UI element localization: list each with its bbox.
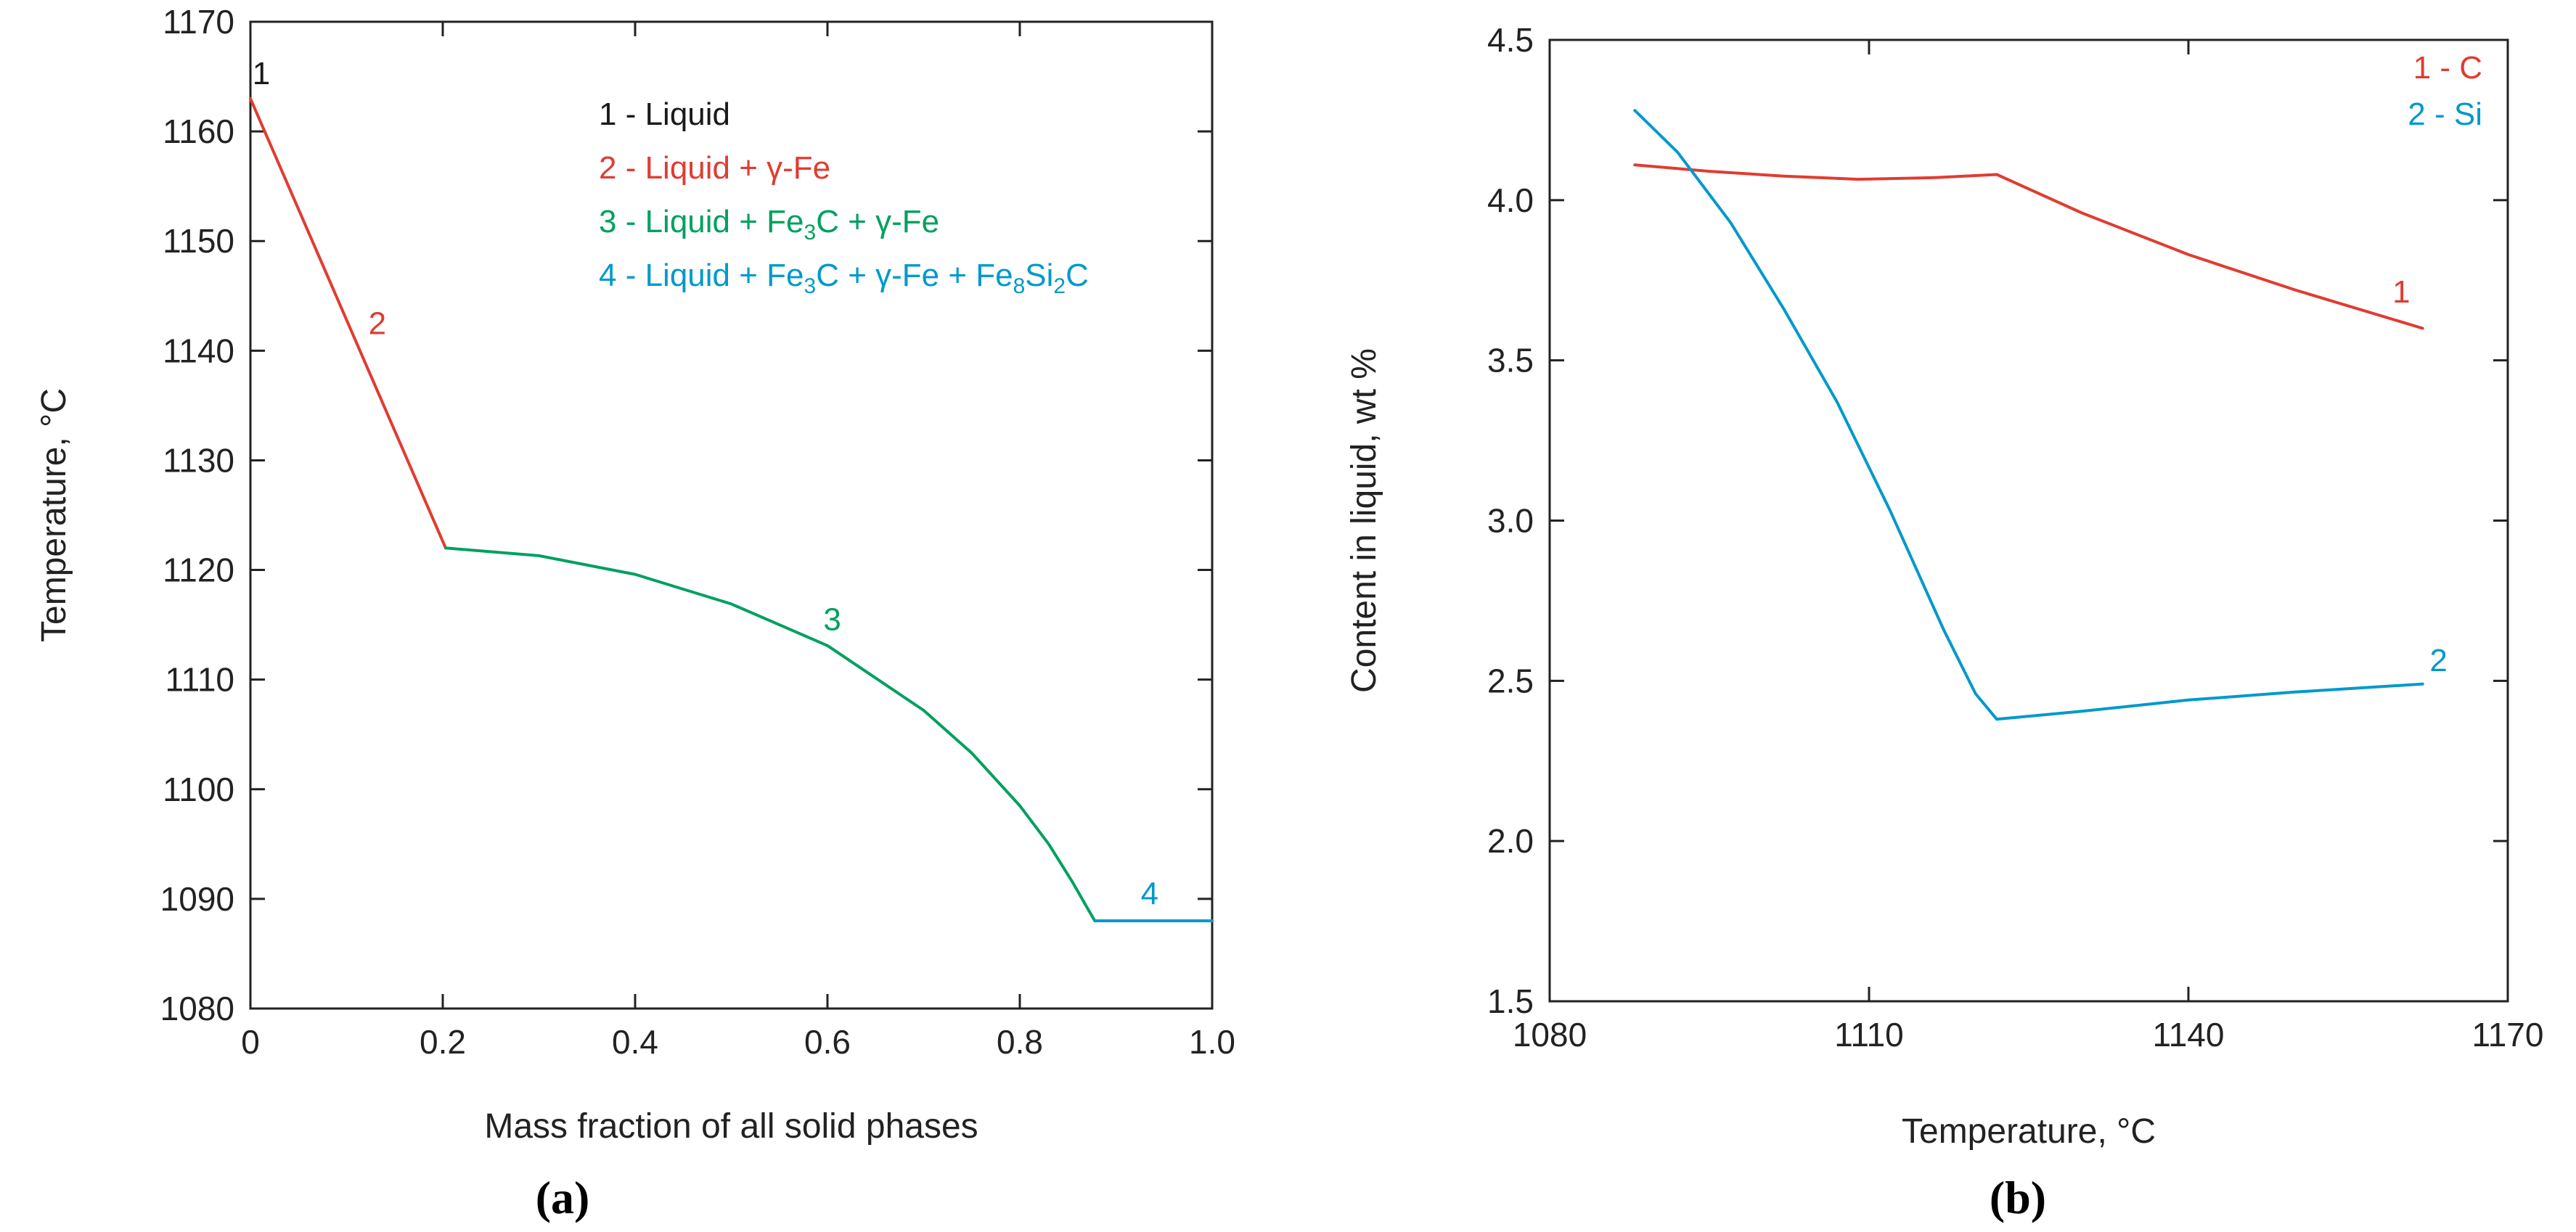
x-axis-title: Temperature, °C <box>1902 1112 2156 1151</box>
legend: 1 - C 2 - Si <box>2408 50 2482 132</box>
legend-text-part: C + γ-Fe <box>816 204 939 239</box>
curve-label-2: 2 <box>2429 643 2447 678</box>
y-tick-label: 1170 <box>163 3 234 41</box>
x-tick-label: 1.0 <box>1189 1023 1235 1061</box>
legend: 1 - Liquid 2 - Liquid + γ-Fe 3 - Liquid + … <box>599 96 1089 298</box>
curve-label-1: 1 <box>2392 274 2410 310</box>
y-tick-label: 3.0 <box>1487 502 1534 540</box>
y-tick-label: 4.0 <box>1487 181 1534 219</box>
legend-entry: 3 - Liquid + Fe3​C + γ-Fe <box>599 204 939 245</box>
x-tick-label: 0.2 <box>420 1023 466 1061</box>
series-line-2 <box>249 96 447 550</box>
y-tick-label: 1140 <box>163 332 234 369</box>
panel-a-chart: 0 0.2 0.4 0.6 0.8 1.0 1080 1090 1100 1110 1120 1130… <box>35 3 1235 1223</box>
curve-label-4: 4 <box>1141 876 1158 911</box>
curve-label-2: 2 <box>369 306 386 342</box>
x-axis-title: Mass fraction of all solid phases <box>484 1107 978 1146</box>
curve-label-3: 3 <box>823 602 841 638</box>
y-tick-label: 4.5 <box>1487 21 1534 59</box>
legend-text-part: C <box>1066 258 1089 293</box>
y-axis-title: Content in liquid, wt % <box>1345 348 1383 693</box>
y-tick-label: 1110 <box>165 661 234 699</box>
y-tick-label: 1.5 <box>1487 982 1534 1020</box>
legend-entry: 4 - Liquid + Fe3​C + γ-Fe + Fe8​Si2​C <box>599 258 1089 298</box>
x-tick-label: 1140 <box>2153 1016 2225 1054</box>
panel-b-chart: 1080 1110 1140 1170 1.5 2.0 2.5 3.0 3.5 4.0 4.5 Tem… <box>1345 21 2543 1223</box>
legend-text-part: Si <box>1025 258 1053 293</box>
legend-entry: 2 - Si <box>2408 96 2482 132</box>
legend-entry: 2 - Liquid + γ-Fe <box>599 150 830 186</box>
legend-text-part: 2 - Liquid + γ-Fe <box>599 150 830 186</box>
panel-label: (b) <box>1990 1172 2046 1223</box>
legend-text-part: 1 - Liquid <box>599 96 730 132</box>
legend-entry: 1 - C <box>2413 50 2482 86</box>
y-tick-label: 2.5 <box>1487 662 1534 699</box>
y-tick-label: 1160 <box>163 112 234 150</box>
y-tick-label: 1080 <box>160 990 234 1027</box>
legend-entry: 1 - Liquid <box>599 96 730 132</box>
series-line-2 <box>1633 109 2424 721</box>
plot-frame <box>249 20 1214 1010</box>
legend-text-part: 4 - Liquid + Fe <box>599 258 804 293</box>
y-tick-label: 3.5 <box>1487 342 1534 379</box>
y-tick-label: 2.0 <box>1487 822 1534 860</box>
x-tick-label: 0.4 <box>612 1023 658 1061</box>
curve-label-1: 1 <box>253 56 270 91</box>
series-line-3 <box>444 546 1097 923</box>
x-tick-label: 0 <box>241 1023 260 1061</box>
legend-text-part: C + γ-Fe + Fe <box>816 258 1013 293</box>
x-tick-label: 0.8 <box>997 1023 1043 1061</box>
legend-subscript: 3 <box>804 274 817 298</box>
legend-subscript: 8 <box>1013 274 1026 298</box>
y-tick-label: 1120 <box>163 551 234 589</box>
x-tick-label: 1080 <box>1513 1016 1587 1054</box>
y-tick-label: 1090 <box>160 880 234 918</box>
y-tick-label: 1130 <box>163 441 234 479</box>
y-tick-label: 1150 <box>163 222 234 260</box>
x-tick-label: 1170 <box>2472 1016 2544 1054</box>
y-tick-label: 1100 <box>163 771 234 808</box>
x-tick-label: 0.6 <box>804 1023 851 1061</box>
x-tick-label: 1110 <box>1834 1016 1904 1054</box>
legend-text-part: 1 - C <box>2413 50 2482 86</box>
series-line-1 <box>1633 163 2424 330</box>
y-axis-title: Temperature, °C <box>35 388 73 642</box>
legend-text-part: 3 - Liquid + Fe <box>599 204 804 239</box>
panel-label: (a) <box>536 1172 590 1223</box>
legend-subscript: 3 <box>804 221 817 245</box>
legend-subscript: 2 <box>1053 274 1066 298</box>
legend-text-part: 2 - Si <box>2408 96 2482 132</box>
